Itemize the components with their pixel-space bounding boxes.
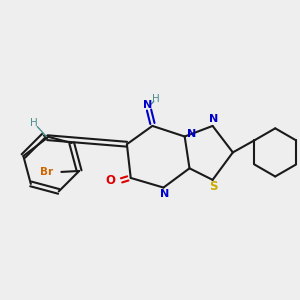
Text: N: N	[187, 129, 196, 139]
Text: H: H	[152, 94, 160, 104]
Text: S: S	[209, 180, 218, 193]
Text: H: H	[30, 118, 38, 128]
Text: N: N	[160, 189, 169, 199]
Text: O: O	[105, 174, 115, 187]
Text: N: N	[209, 114, 219, 124]
Text: Br: Br	[40, 167, 53, 177]
Text: N: N	[143, 100, 152, 110]
